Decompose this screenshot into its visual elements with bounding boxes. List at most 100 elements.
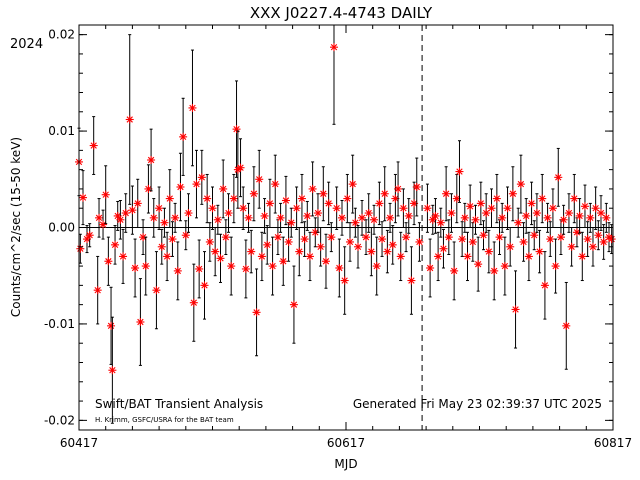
asterisk-marker <box>83 235 92 244</box>
asterisk-marker <box>332 204 341 213</box>
marker-stroke <box>131 264 139 272</box>
data-point <box>599 224 608 260</box>
marker-stroke <box>296 248 303 255</box>
marker-stroke <box>201 282 208 289</box>
asterisk-marker <box>404 211 413 220</box>
data-point <box>125 34 134 205</box>
data-point <box>508 166 517 222</box>
asterisk-marker <box>316 242 325 251</box>
asterisk-marker <box>232 125 241 134</box>
marker-stroke <box>253 309 260 316</box>
data-point <box>276 202 285 233</box>
asterisk-marker <box>176 183 185 191</box>
marker-stroke <box>129 206 136 214</box>
asterisk-marker <box>375 199 384 208</box>
asterisk-marker <box>436 218 445 227</box>
data-point <box>434 231 443 282</box>
marker-stroke <box>219 185 227 193</box>
asterisk-marker <box>447 209 456 218</box>
data-point <box>176 152 185 222</box>
marker-stroke <box>109 367 116 374</box>
data-point <box>378 221 387 257</box>
marker-stroke <box>214 216 222 223</box>
y-tick-label: -0.01 <box>44 317 75 331</box>
marker-stroke <box>245 214 252 222</box>
data-point <box>287 207 296 238</box>
marker-stroke <box>392 195 399 202</box>
data-point <box>155 186 164 230</box>
asterisk-marker <box>426 264 435 272</box>
y-tick-label: 0.02 <box>48 28 75 42</box>
marker-stroke <box>256 176 263 183</box>
data-point <box>380 166 389 222</box>
asterisk-marker <box>211 247 220 256</box>
marker-stroke <box>79 194 87 201</box>
asterisk-marker <box>596 209 605 218</box>
data-point <box>319 166 328 222</box>
marker-stroke <box>426 264 434 272</box>
marker-stroke <box>107 322 115 330</box>
asterisk-marker <box>335 264 344 272</box>
marker-stroke <box>389 241 396 249</box>
x-tick-label: 60617 <box>327 436 365 450</box>
asterisk-marker <box>594 231 603 240</box>
asterisk-marker <box>559 215 568 224</box>
data-point <box>588 227 597 267</box>
marker-stroke <box>528 200 535 207</box>
marker-stroke <box>469 238 477 246</box>
marker-stroke <box>565 209 573 217</box>
asterisk-marker <box>444 233 453 242</box>
data-point <box>89 116 98 175</box>
x-axis-label: MJD <box>334 457 357 471</box>
asterisk-marker <box>455 167 464 176</box>
axes: -0.02 -0.01 0.00 0.01 0.02 60417 60617 60817 <box>44 25 632 450</box>
asterisk-marker <box>570 194 579 203</box>
data-point <box>503 186 512 230</box>
asterisk-marker <box>152 286 161 295</box>
data-point <box>249 166 258 222</box>
marker-stroke <box>568 243 575 250</box>
marker-stroke <box>233 125 240 133</box>
marker-stroke <box>280 258 287 265</box>
data-point <box>354 225 363 269</box>
marker-stroke <box>248 248 255 255</box>
asterisk-marker <box>239 204 248 213</box>
asterisk-marker <box>85 231 94 240</box>
asterisk-marker <box>556 233 565 242</box>
marker-stroke <box>338 214 346 222</box>
asterisk-marker <box>474 260 483 269</box>
marker-stroke <box>134 200 141 207</box>
marker-stroke <box>325 200 332 207</box>
asterisk-marker <box>219 184 228 193</box>
marker-stroke <box>474 260 482 268</box>
marker-stroke <box>122 209 129 217</box>
data-point <box>570 173 579 224</box>
data-point <box>144 164 153 214</box>
plot-area <box>75 24 616 430</box>
asterisk-marker <box>273 233 282 242</box>
asterisk-marker <box>216 254 225 263</box>
marker-stroke <box>290 301 298 308</box>
marker-stroke <box>397 253 404 260</box>
marker-stroke <box>373 262 380 270</box>
data-point <box>297 173 306 224</box>
asterisk-marker <box>313 209 322 218</box>
asterisk-marker <box>324 199 333 208</box>
data-point <box>391 173 400 224</box>
asterisk-marker <box>107 321 116 330</box>
marker-stroke <box>440 245 447 252</box>
asterisk-marker <box>197 173 206 182</box>
y-tick-label: 0.00 <box>48 221 75 235</box>
marker-stroke <box>480 232 487 239</box>
marker-stroke <box>320 190 327 197</box>
data-point <box>295 227 304 277</box>
data-point <box>463 231 472 282</box>
marker-stroke <box>195 265 203 273</box>
chart-title: XXX J0227.4-4743 DAILY <box>250 4 433 22</box>
data-point <box>93 255 102 325</box>
data-point <box>284 222 293 262</box>
data-point <box>101 165 110 225</box>
marker-stroke <box>584 235 591 243</box>
asterisk-marker <box>399 204 408 213</box>
data-point <box>358 200 367 236</box>
